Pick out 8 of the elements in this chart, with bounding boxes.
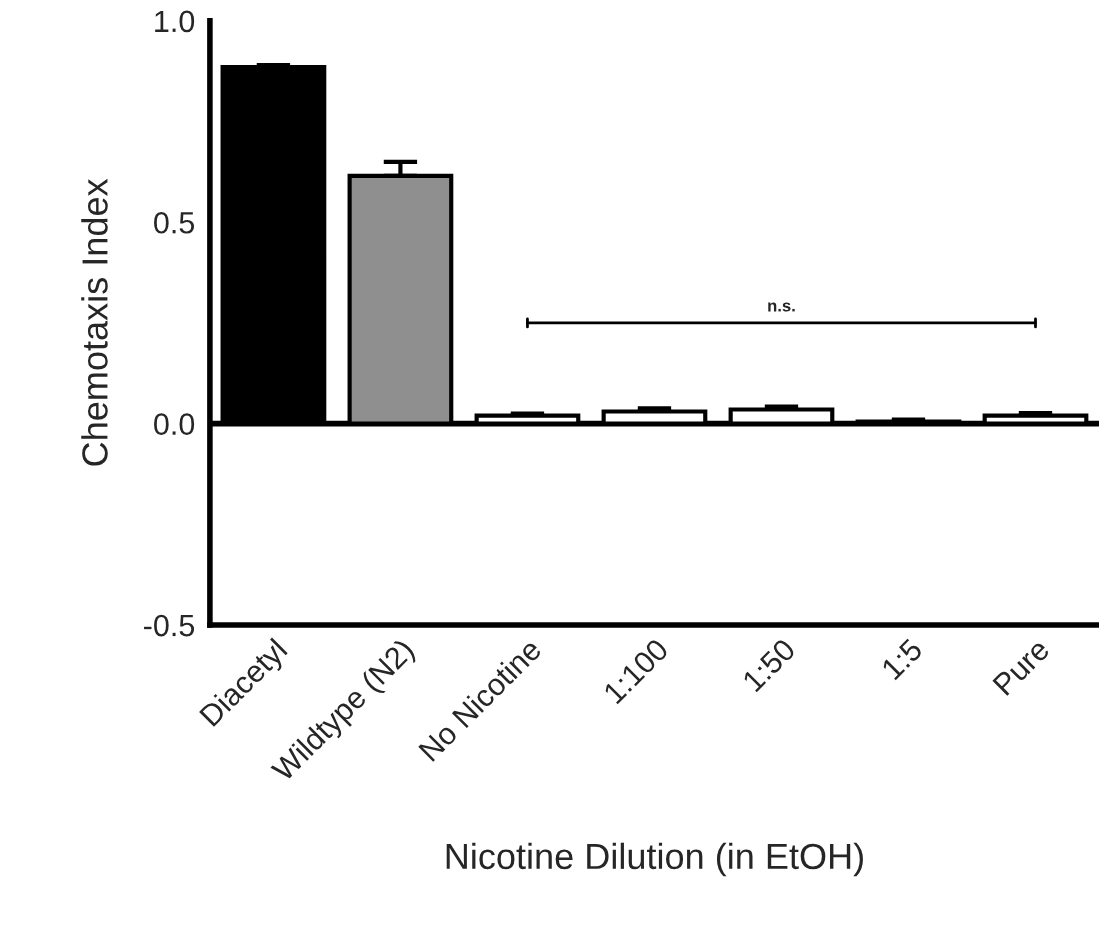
y-tick-label: -0.5 [144,614,195,637]
y-axis-title: Chemotaxis Index [81,178,108,466]
y-tick-label: 1.0 [155,10,195,33]
y-tick-label: 0.0 [154,413,195,435]
annotation: n.s. [768,302,795,312]
y-tick-label: 0.5 [154,211,195,234]
x-tick-label: 1:5 [880,637,924,681]
x-axis-title: Nicotine Dilution (in EtOH) [446,842,863,877]
